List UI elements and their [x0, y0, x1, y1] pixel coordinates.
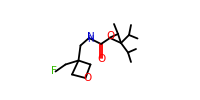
Text: N: N	[87, 32, 95, 42]
Text: O: O	[97, 54, 105, 64]
Text: F: F	[51, 66, 56, 76]
Text: O: O	[106, 31, 115, 41]
Text: H: H	[88, 35, 94, 44]
Text: O: O	[84, 73, 92, 83]
